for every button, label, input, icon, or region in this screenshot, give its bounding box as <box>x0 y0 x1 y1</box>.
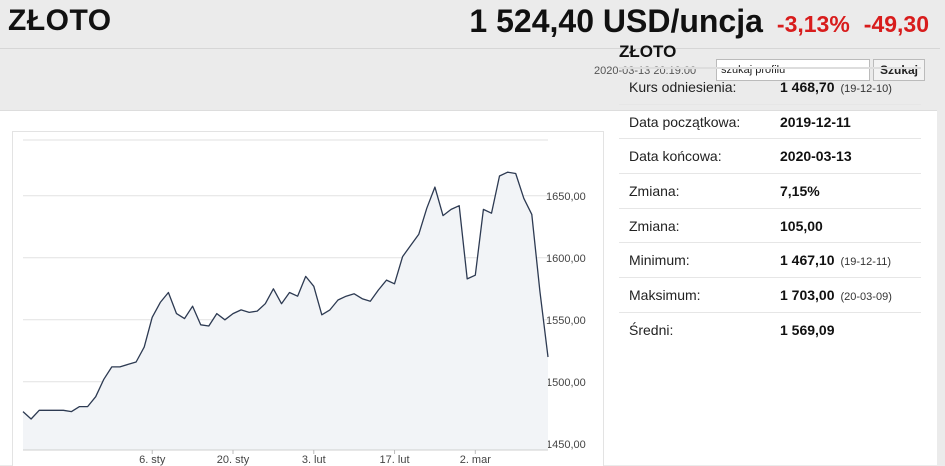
y-tick-label: 1500,00 <box>546 377 586 389</box>
y-tick-label: 1550,00 <box>546 315 586 327</box>
x-tick-label: 17. lut <box>380 454 410 466</box>
info-value: 1 468,70 (19-12-10) <box>780 79 892 95</box>
info-date: (19-12-10) <box>840 83 892 95</box>
info-label: Zmiana: <box>629 183 680 200</box>
info-label: Zmiana: <box>629 217 680 234</box>
info-label: Data końcowa: <box>629 148 722 165</box>
info-row: Średni: 1 569,09 <box>619 313 921 347</box>
info-date: (19-12-11) <box>840 256 892 269</box>
y-tick-label: 1450,00 <box>546 439 586 451</box>
info-label: Maksimum: <box>629 287 701 304</box>
info-value: 1 569,09 <box>780 321 835 338</box>
x-tick-label: 20. sty <box>217 454 250 466</box>
x-tick-label: 2. mar <box>460 454 492 466</box>
info-value: 2019-12-11 <box>780 113 851 130</box>
info-title-divider <box>619 67 921 69</box>
info-row: Kurs odniesienia: 1 468,70 (19-12-10) <box>619 70 921 105</box>
y-tick-label: 1600,00 <box>546 253 586 265</box>
info-row: Maksimum: 1 703,00 (20-03-09) <box>619 278 921 313</box>
info-row: Minimum: 1 467,10 (19-12-11) <box>619 243 921 279</box>
info-label: Data początkowa: <box>629 113 741 130</box>
info-value: 7,15% <box>780 183 820 200</box>
info-date: (20-03-09) <box>840 291 892 304</box>
current-price: 1 524,40 USD/uncja <box>469 3 763 39</box>
price-chart[interactable]: 1450,00 1500,00 1550,00 1600,00 1650,00 6. st… <box>12 131 604 466</box>
header-divider <box>0 48 940 49</box>
info-row: Data początkowa: 2019-12-11 <box>619 105 921 140</box>
change-absolute: -49,30 <box>863 11 929 37</box>
x-tick-label: 3. lut <box>302 454 326 466</box>
quote-header: ZŁOTO 1 524,40 USD/uncja -3,13% -49,30 <box>0 0 945 48</box>
x-tick-label: 6. sty <box>139 454 166 466</box>
info-value: 105,00 <box>780 217 823 234</box>
info-value: 1 703,00 (20-03-09) <box>780 287 892 304</box>
instrument-name: ZŁOTO <box>8 4 112 37</box>
info-row: Zmiana: 105,00 <box>619 209 921 244</box>
search-button[interactable]: Szukaj <box>873 59 925 81</box>
info-value: 1 467,10 (19-12-11) <box>780 252 892 269</box>
price-line <box>22 171 549 420</box>
info-value: 2020-03-13 <box>780 148 852 165</box>
info-label: Minimum: <box>629 252 690 269</box>
info-label: Kurs odniesienia: <box>629 79 737 95</box>
y-tick-label: 1650,00 <box>546 191 586 203</box>
info-table: Kurs odniesienia: 1 468,70 (19-12-10) Dat… <box>619 70 921 347</box>
info-row: Zmiana: 7,15% <box>619 174 921 209</box>
price-chart-svg: 1450,00 1500,00 1550,00 1600,00 1650,00 6. st… <box>22 139 586 466</box>
info-title: ZŁOTO <box>619 42 677 61</box>
change-percent: -3,13% <box>776 11 850 37</box>
main-panel: 1450,00 1500,00 1550,00 1600,00 1650,00 6. st… <box>0 110 937 466</box>
price-area <box>23 172 548 450</box>
search-profile-input[interactable] <box>716 59 870 81</box>
info-row: Data końcowa: 2020-03-13 <box>619 139 921 175</box>
info-label: Średni: <box>629 321 674 338</box>
quote-summary: 1 524,40 USD/uncja -3,13% -49,30 <box>469 3 929 40</box>
